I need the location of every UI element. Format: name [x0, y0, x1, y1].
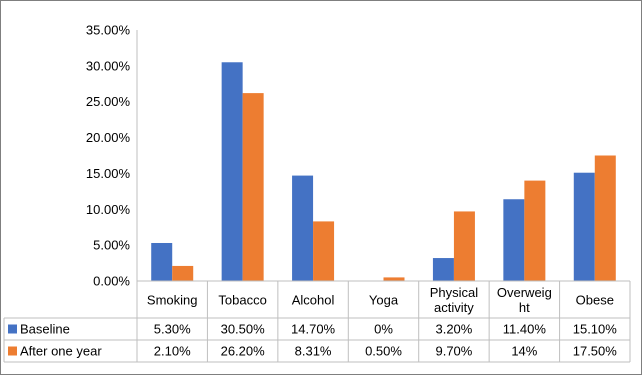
legend-key-after-one-year	[8, 346, 17, 356]
x-category-label: Alcohol	[292, 293, 335, 308]
data-label: 0.50%	[365, 344, 402, 359]
data-label: 2.10%	[154, 344, 191, 359]
data-label: 30.50%	[221, 322, 266, 337]
bar-baseline	[573, 172, 595, 281]
bar-after-one-year	[242, 93, 264, 281]
y-tick-label: 35.00%	[86, 23, 131, 38]
y-tick-label: 25.00%	[86, 94, 131, 109]
bar-baseline	[151, 242, 173, 281]
bar-after-one-year	[383, 277, 405, 281]
data-label: 14%	[511, 344, 537, 359]
data-label: 11.40%	[503, 322, 547, 337]
y-tick-label: 10.00%	[86, 202, 131, 217]
x-category-label: activity	[434, 300, 474, 315]
data-label: 17.50%	[573, 344, 618, 359]
data-label: 0%	[374, 322, 393, 337]
bar-after-one-year	[594, 155, 616, 281]
y-tick-label: 15.00%	[86, 166, 131, 181]
data-label: 5.30%	[154, 322, 191, 337]
y-tick-label: 0.00%	[93, 274, 130, 289]
data-label: 14.70%	[291, 322, 336, 337]
bar-after-one-year	[453, 211, 475, 281]
x-category-label: Yoga	[369, 293, 399, 308]
x-category-label: ht	[519, 300, 530, 315]
y-tick-label: 20.00%	[86, 130, 131, 145]
x-category-label: Overweig	[497, 285, 552, 300]
bar-after-one-year	[172, 265, 194, 281]
x-category-label: Tobacco	[218, 293, 266, 308]
bar-baseline	[292, 175, 314, 281]
bar-after-one-year	[313, 221, 335, 281]
bar-after-one-year	[524, 180, 546, 281]
data-label: 8.31%	[295, 344, 332, 359]
data-label: 9.70%	[435, 344, 472, 359]
y-tick-label: 30.00%	[86, 58, 131, 73]
legend-label: Baseline	[20, 322, 70, 337]
bar-baseline	[503, 199, 525, 281]
data-label: 15.10%	[573, 322, 618, 337]
bar-baseline	[432, 258, 454, 281]
x-category-label: Obese	[576, 293, 614, 308]
data-label: 26.20%	[221, 344, 266, 359]
bar-baseline	[221, 62, 243, 282]
x-category-label: Physical	[430, 285, 479, 300]
legend-label: After one year	[20, 344, 102, 359]
data-label: 3.20%	[435, 322, 472, 337]
y-tick-label: 5.00%	[93, 238, 130, 253]
x-category-label: Smoking	[147, 293, 198, 308]
legend-key-baseline	[8, 324, 17, 334]
